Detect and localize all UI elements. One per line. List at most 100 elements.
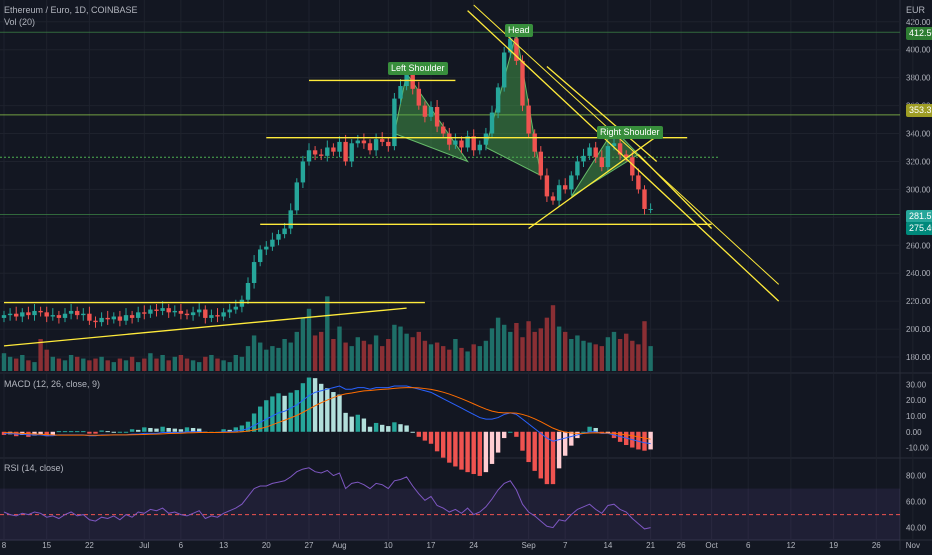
candle-body [587,147,592,156]
macd-histogram-bar [319,383,324,432]
candle-body [508,38,513,53]
candle-body [538,151,543,176]
macd-histogram-bar [282,395,287,432]
volume-bar [514,323,519,371]
candle-body [203,309,208,318]
candle-body [611,143,617,147]
candle-body [319,154,324,156]
volume-bar [416,331,421,371]
macd-tick-label: 10.00 [906,412,927,421]
candle-body [386,141,391,147]
volume-legend: Vol (20) [4,17,36,27]
macd-histogram-bar [258,406,263,432]
candle-body [68,310,74,314]
macd-histogram-bar [233,427,238,432]
macd-histogram-bar [520,431,525,451]
candle-body [550,196,556,201]
macd-histogram-bar [398,424,403,432]
price-tag-current-2: 275.40 [906,222,932,235]
macd-histogram-bar [465,431,470,473]
macd-histogram-bar [587,426,592,432]
volume-bar [453,339,458,371]
candle-body [410,73,415,89]
candle-body [300,161,306,183]
volume-bar [81,358,86,371]
price-tick-label: 260.00 [906,241,931,250]
macd-histogram-bar [1,431,7,435]
macd-histogram-bar [343,412,348,432]
volume-bar [136,362,141,371]
volume-bar [68,355,74,371]
macd-histogram-bar [123,431,129,433]
volume-bar [410,337,415,371]
macd-histogram-bar [556,431,562,469]
volume-bar [99,356,104,371]
macd-tick-label: 20.00 [906,396,927,405]
macd-histogram-bar [300,383,306,432]
macd-histogram-bar [264,400,269,432]
candle-body [20,312,25,317]
macd-histogram-bar [148,427,153,432]
candle-body [111,316,116,320]
volume-bar [203,356,208,371]
volume-bar [221,360,226,371]
volume-bar [129,356,135,371]
candle-body [239,299,245,307]
head-label[interactable]: Head [505,24,533,37]
candle-body [44,312,49,317]
volume-bar [300,317,306,371]
candle-body [81,313,86,316]
volume-bar [7,356,13,371]
volume-bar [447,349,452,371]
candle-body [532,133,537,152]
volume-bar [471,344,476,371]
volume-bar [502,324,507,371]
volume-bar [617,339,623,371]
macd-histogram-bar [129,429,135,432]
macd-histogram-bar [355,414,360,432]
volume-bar [343,342,348,371]
candle-body [367,143,373,151]
volume-bar [56,358,62,371]
macd-histogram-bar [471,431,476,475]
volume-bar [172,356,177,371]
volume-bar [611,331,617,371]
macd-histogram-bar [636,431,641,450]
volume-bar [62,360,68,371]
macd-histogram-bar [422,431,428,441]
macd-histogram-bar [75,431,80,433]
candle-body [636,175,641,190]
candle-body [617,143,623,155]
time-tick-label: 19 [829,541,838,550]
volume-bar [538,328,543,371]
volume-bar [587,342,592,371]
candle-body [282,228,287,235]
rsi-legend: RSI (14, close) [4,463,64,473]
macd-histogram-bar [392,422,397,432]
macd-histogram-bar [68,431,74,433]
candle-body [117,316,123,321]
candle-body [312,150,318,155]
volume-bar [294,331,299,371]
macd-histogram-bar [245,421,251,432]
volume-bar [239,356,245,371]
time-tick-label: 12 [786,541,795,550]
volume-bar [270,346,275,371]
volume-bar [630,340,635,371]
candle-body [459,140,464,148]
time-tick-label: Aug [332,541,346,550]
time-tick-label: 7 [563,541,568,550]
candle-body [190,312,196,316]
macd-tick-label: 30.00 [906,380,927,389]
volume-bar [624,333,629,371]
left-shoulder-label[interactable]: Left Shoulder [388,62,448,75]
price-tick-label: 400.00 [906,46,931,55]
time-tick-label: 6 [746,541,751,550]
volume-bar [441,346,446,371]
macd-histogram-bar [495,431,501,453]
right-shoulder-label[interactable]: Right Shoulder [597,126,663,139]
volume-bar [380,346,385,371]
macd-histogram-bar [514,431,519,437]
